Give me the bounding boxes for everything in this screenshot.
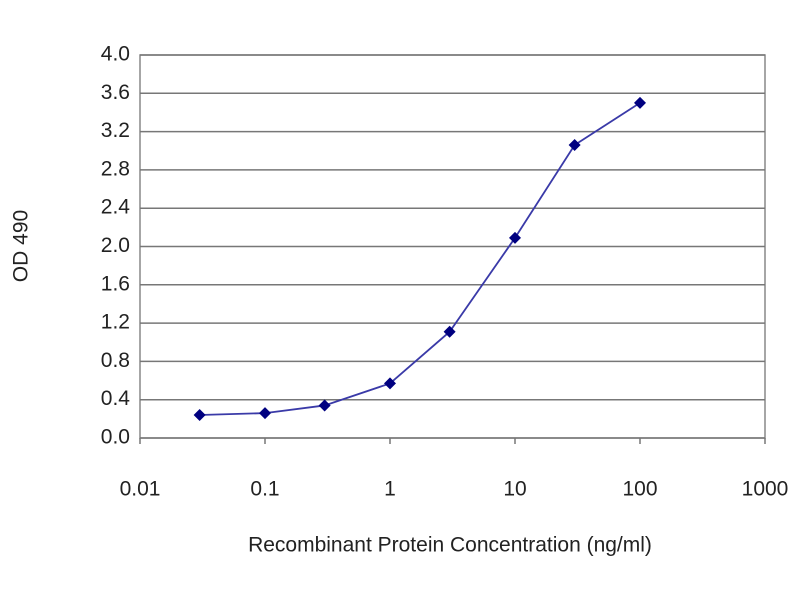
data-point xyxy=(384,377,396,390)
data-point xyxy=(318,399,331,412)
x-tick-label: 1 xyxy=(384,478,396,501)
y-tick-label: 1.2 xyxy=(101,311,130,334)
x-tick-label: 1000 xyxy=(742,478,789,501)
series-line xyxy=(199,102,641,416)
y-tick-label: 2.4 xyxy=(101,196,131,219)
x-axis-title: Recombinant Protein Concentration (ng/ml… xyxy=(248,534,652,557)
data-point xyxy=(634,96,646,109)
y-tick-label: 1.6 xyxy=(101,272,130,295)
y-tick-label: 0.8 xyxy=(101,349,130,372)
y-tick-label: 2.0 xyxy=(101,234,130,257)
data-point xyxy=(259,407,271,420)
y-tick-label: 2.8 xyxy=(101,157,130,180)
data-point xyxy=(509,231,521,244)
y-tick-label: 0.0 xyxy=(101,426,130,449)
data-point xyxy=(568,139,581,152)
data-point xyxy=(193,409,206,422)
y-axis-title: OD 490 xyxy=(10,210,33,282)
x-tick-label: 10 xyxy=(503,478,526,501)
x-tick-label: 100 xyxy=(622,478,657,501)
y-tick-label: 4.0 xyxy=(101,43,130,66)
y-tick-label: 3.6 xyxy=(101,81,130,104)
x-tick-label: 0.01 xyxy=(120,478,161,501)
data-point xyxy=(443,325,456,338)
y-tick-label: 3.2 xyxy=(101,119,130,142)
x-tick-label: 0.1 xyxy=(250,478,279,501)
y-tick-label: 0.4 xyxy=(101,387,131,410)
